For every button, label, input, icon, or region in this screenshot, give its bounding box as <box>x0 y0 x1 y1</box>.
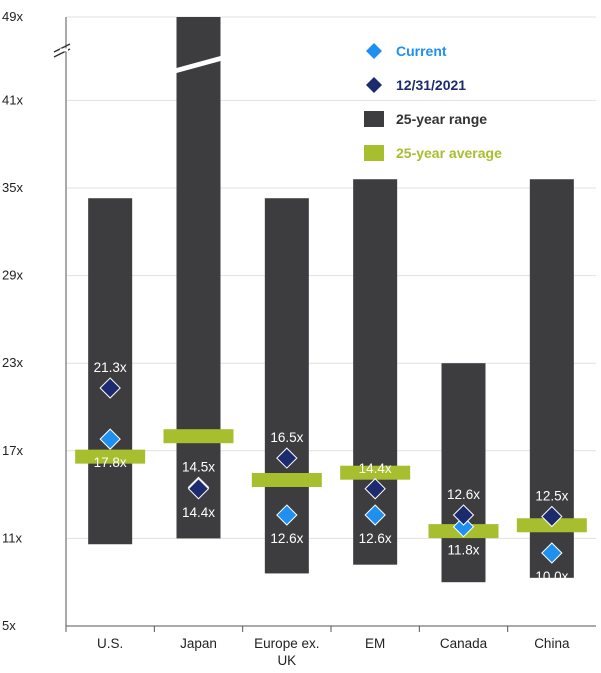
current-point <box>364 504 386 526</box>
data-label: 17.8x <box>94 455 127 470</box>
y-tick-label: 29x <box>2 268 23 283</box>
average-marker <box>163 429 234 444</box>
data-label: 12.5x <box>535 489 568 504</box>
data-label: 11.8x <box>447 543 479 558</box>
y-tick-label: 49x <box>2 9 23 24</box>
current-point <box>452 516 475 538</box>
y-tick-label: 41x <box>2 92 23 107</box>
legend-label: 25-year average <box>396 145 502 161</box>
data-label: 12.6x <box>447 487 480 502</box>
average-marker <box>75 449 146 464</box>
axis-break-mark <box>53 43 71 53</box>
prior-point <box>276 447 298 469</box>
prior-point <box>452 504 475 526</box>
x-category-label: U.S. <box>97 636 123 651</box>
x-category-label: EM <box>365 636 385 651</box>
range-bar <box>441 363 486 583</box>
current-point <box>99 428 121 450</box>
average-marker <box>251 473 322 487</box>
data-label: 21.3x <box>94 360 127 375</box>
y-axis: 49x 41x 35x 29x 23x 17x 11x 5x <box>2 9 71 633</box>
grid-lines <box>66 16 596 627</box>
legend-marker <box>366 43 382 59</box>
range-bar <box>88 198 133 545</box>
range-bar <box>353 179 398 565</box>
data-label: 10.0x <box>535 569 568 584</box>
y-tick-label: 5x <box>2 618 16 633</box>
average-marker <box>340 465 411 480</box>
y-tick-label: 11x <box>2 530 22 545</box>
x-category-label: Europe ex. <box>254 636 319 651</box>
data-label: 14.4x <box>359 461 392 476</box>
legend-marker <box>364 111 384 127</box>
x-category-label: Japan <box>180 636 217 651</box>
x-axis: U.S. Japan Europe ex. UK EM Canada China <box>65 625 596 668</box>
prior-point <box>187 478 210 500</box>
x-category-label: China <box>534 636 570 651</box>
x-category-label: Canada <box>440 636 488 651</box>
prior-point <box>364 478 386 500</box>
legend-label: Current <box>396 43 447 59</box>
current-point <box>541 542 563 564</box>
data-label: 12.6x <box>359 531 392 546</box>
prior-point <box>99 377 121 399</box>
plot-area: 21.3x 17.8x 14.5x 14.4x 16.5x 12.6x 14.4x 12.6x… <box>75 17 587 584</box>
current-point <box>276 504 298 526</box>
data-label: 12.6x <box>270 531 303 546</box>
data-label: 14.5x <box>182 459 215 474</box>
legend-label: 25-year range <box>396 111 487 127</box>
x-category-label: UK <box>277 653 296 668</box>
legend: Current 12/31/2021 25-year range 25-year av… <box>364 43 502 161</box>
legend-label: 12/31/2021 <box>396 77 466 93</box>
y-tick-label: 17x <box>2 443 23 458</box>
y-tick-label: 35x <box>2 180 23 195</box>
data-label: 16.5x <box>270 430 303 445</box>
range-bar <box>176 17 221 539</box>
y-tick-label: 23x <box>2 355 23 370</box>
legend-marker <box>366 77 382 93</box>
prior-point <box>541 505 563 528</box>
data-label: 14.4x <box>182 505 215 520</box>
legend-marker <box>364 145 384 161</box>
bar-break-mark <box>176 56 221 73</box>
